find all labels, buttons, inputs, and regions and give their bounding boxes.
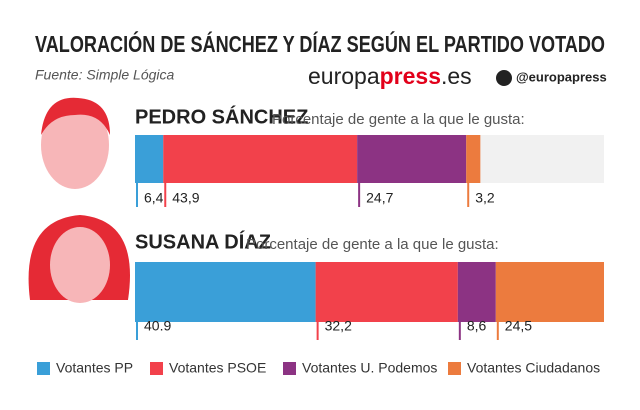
- legend-swatch: [283, 362, 296, 375]
- brand-prefix: europa: [308, 63, 380, 89]
- twitter-handle: @europapress: [516, 69, 607, 84]
- value-label: 3,2: [475, 190, 495, 206]
- legend-swatch: [150, 362, 163, 375]
- value-label: 32,2: [325, 318, 352, 334]
- category-note: Porcentaje de gente a la que le gusta:: [272, 111, 525, 128]
- bar-segment: [495, 262, 604, 322]
- legend-swatch: [37, 362, 50, 375]
- value-label: 24,5: [505, 318, 532, 334]
- bar-segment: [357, 135, 467, 183]
- bar-segment: [163, 135, 358, 183]
- value-label: 6,4: [144, 190, 164, 206]
- source: Fuente: Simple Lógica: [35, 67, 175, 83]
- value-label: 8,6: [467, 318, 487, 334]
- portrait: [41, 97, 110, 189]
- brand: europapress.es: [308, 63, 472, 89]
- legend-label: Votantes PSOE: [169, 360, 266, 376]
- category-name: SUSANA DÍAZ: [135, 230, 271, 253]
- brand-bold: press: [380, 63, 441, 89]
- value-label: 40.9: [144, 318, 171, 334]
- chart-title: VALORACIÓN DE SÁNCHEZ Y DÍAZ SEGÚN EL PA…: [35, 30, 605, 57]
- bar-segment: [466, 135, 481, 183]
- value-label: 43,9: [172, 190, 199, 206]
- category-note: Porcentaje de gente a la que le gusta:: [246, 236, 499, 253]
- value-label: 24,7: [366, 190, 393, 206]
- bar-segment: [315, 262, 458, 322]
- legend-swatch: [448, 362, 461, 375]
- legend-label: Votantes Ciudadanos: [467, 360, 600, 376]
- legend-label: Votantes U. Podemos: [302, 360, 437, 376]
- brand-suffix: .es: [441, 63, 472, 89]
- bar-segment: [135, 135, 164, 183]
- bar-segment: [135, 262, 316, 322]
- portrait: [28, 215, 131, 303]
- twitter-icon: [496, 70, 512, 86]
- legend-label: Votantes PP: [56, 360, 133, 376]
- bar-segment: [457, 262, 496, 322]
- category-name: PEDRO SÁNCHEZ: [135, 105, 308, 128]
